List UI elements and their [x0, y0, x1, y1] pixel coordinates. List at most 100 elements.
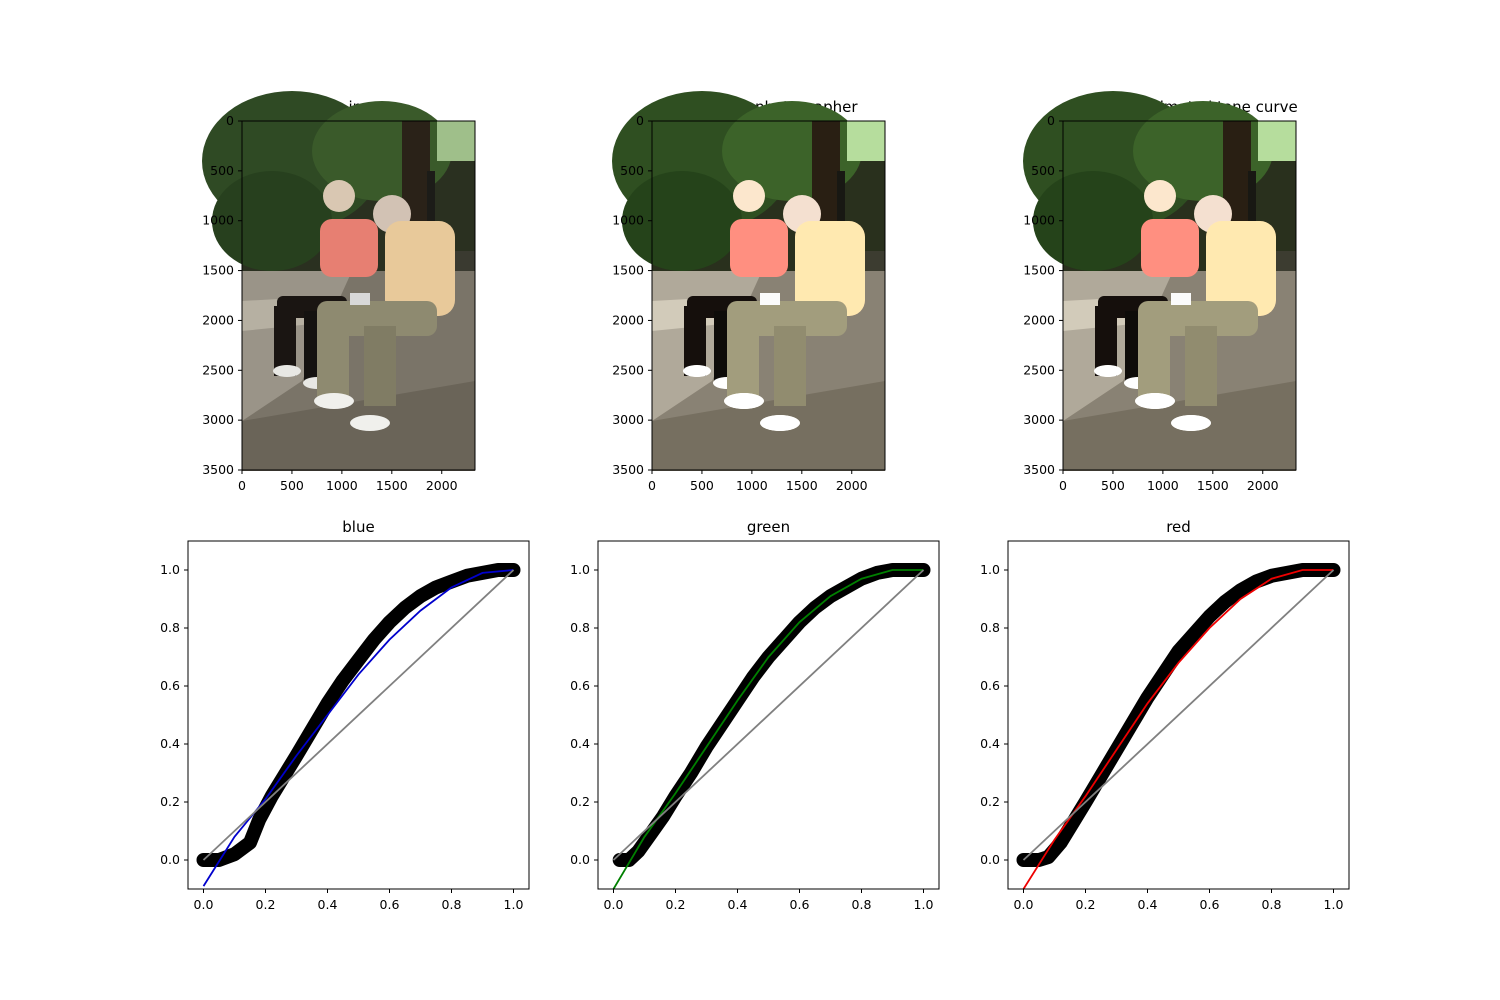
x-tick-label: 0.8 — [442, 897, 462, 912]
y-tick-label: 0.6 — [160, 678, 180, 693]
y-tick-label: 0.2 — [980, 794, 1000, 809]
scatter-point — [353, 654, 364, 665]
chart-red: red 0.0 0.2 0.4 0.6 0.8 1.0 0.0 0.2 0.4 0.6 0.8 1.0 — [980, 518, 1350, 912]
x-tick-label: 500 — [690, 478, 714, 493]
x-tick-label: 1000 — [1147, 478, 1179, 493]
y-tick-label: 0 — [636, 113, 644, 128]
axes-frame — [597, 540, 940, 890]
x-tick-label: 500 — [1101, 478, 1125, 493]
image-frame — [241, 120, 476, 471]
scatter-band — [196, 563, 521, 867]
y-tick-label: 0.8 — [570, 620, 590, 635]
x-tick-label: 0.4 — [318, 897, 338, 912]
x-tick-label: 0.6 — [790, 897, 810, 912]
x-tick-label: 0 — [1059, 478, 1067, 493]
y-tick-label: 2500 — [202, 362, 234, 377]
y-tick-label: 0.4 — [160, 736, 180, 751]
axes-frame — [187, 540, 530, 890]
photograph — [202, 91, 475, 471]
photograph — [612, 91, 885, 471]
scatter-point — [431, 582, 441, 593]
y-tick-label: 2500 — [1023, 362, 1055, 377]
x-tick-label: 1.0 — [504, 897, 524, 912]
x-tick-label: 1.0 — [1324, 897, 1344, 912]
x-tick-label: 1500 — [376, 478, 408, 493]
scatter-band — [1016, 563, 1341, 867]
x-tick-label: 0.0 — [194, 897, 214, 912]
x-tick-label: 0.8 — [1262, 897, 1282, 912]
y-tick-label: 1.0 — [570, 562, 590, 577]
y-tick-label: 1000 — [612, 213, 644, 228]
y-tick-label: 0.0 — [980, 852, 1000, 867]
chart-green: green 0.0 0.2 0.4 0.6 0.8 1.0 0.0 0.2 0.4 0.6 0.8 1.… — [570, 518, 940, 912]
y-tick-label: 3000 — [1023, 412, 1055, 427]
image-frame — [651, 120, 886, 471]
scatter-point — [229, 849, 240, 860]
scatter-point — [1055, 837, 1066, 848]
scatter-point — [322, 698, 333, 709]
scatter-point — [245, 837, 255, 848]
scatter-point — [1173, 646, 1184, 657]
y-tick-label: 0.4 — [570, 736, 590, 751]
identity-line — [202, 569, 515, 861]
scatter-point — [1096, 770, 1106, 781]
y-tick-label: 1.0 — [160, 562, 180, 577]
x-tick-label: 0.6 — [380, 897, 400, 912]
x-tick-label: 0.4 — [1138, 897, 1158, 912]
scatter-point — [1127, 718, 1137, 729]
scatter-point — [1235, 585, 1246, 596]
y-tick-label: 3500 — [1023, 462, 1055, 477]
y-tick-label: 1500 — [1023, 263, 1055, 278]
x-tick-label: 2000 — [426, 478, 458, 493]
scatter-point — [1068, 817, 1079, 828]
scatter-point — [1220, 596, 1230, 607]
x-tick-label: 2000 — [1247, 478, 1279, 493]
scatter-point — [493, 565, 503, 575]
y-tick-label: 0 — [1047, 113, 1055, 128]
image-panel-2: edited by photographer050010001500200005… — [612, 91, 886, 493]
scatter-point — [279, 770, 290, 781]
scatter-point — [1204, 611, 1215, 622]
x-tick-label: 500 — [280, 478, 304, 493]
scatter-point — [1189, 628, 1199, 639]
y-tick-label: 0.0 — [160, 852, 180, 867]
plot-area — [196, 563, 521, 887]
y-tick-label: 1000 — [1023, 213, 1055, 228]
y-tick-label: 3500 — [202, 462, 234, 477]
x-tick-label: 0.2 — [256, 897, 276, 912]
scatter-point — [254, 814, 265, 825]
chart-title: green — [747, 518, 790, 536]
x-tick-label: 0.0 — [604, 897, 624, 912]
x-tick-label: 1000 — [326, 478, 358, 493]
x-tick-label: 2000 — [836, 478, 868, 493]
scatter-point — [338, 675, 348, 686]
y-tick-label: 500 — [620, 163, 644, 178]
scatter-point — [686, 768, 696, 778]
y-tick-label: 2500 — [612, 362, 644, 377]
scatter-point — [400, 602, 410, 613]
fit-curve — [1022, 569, 1334, 889]
axes-frame — [1007, 540, 1350, 890]
y-tick-label: 1.0 — [980, 562, 1000, 577]
y-tick-label: 2000 — [1023, 312, 1055, 327]
image-panel-1: src image0500100015002000050010001500200… — [202, 91, 476, 493]
identity-line — [1022, 569, 1335, 861]
y-tick-label: 0.0 — [570, 852, 590, 867]
y-tick-label: 0.8 — [160, 620, 180, 635]
chart-blue: blue 0.0 0.2 0.4 0.6 0.8 1.0 0.0 0.2 0.4 0.6 0.8 1.0 — [160, 518, 530, 912]
x-tick-label: 0.4 — [728, 897, 748, 912]
y-tick-label: 0.2 — [570, 794, 590, 809]
identity-line — [612, 569, 925, 861]
y-tick-label: 3500 — [612, 462, 644, 477]
x-tick-label: 0.0 — [1014, 897, 1034, 912]
x-tick-label: 0.2 — [666, 897, 686, 912]
image-panel-3: edited by estimated tone curve0500100015… — [1023, 91, 1298, 493]
y-tick-label: 0.2 — [160, 794, 180, 809]
scatter-point — [415, 591, 426, 602]
y-tick-label: 500 — [1031, 163, 1055, 178]
y-tick-label: 0.4 — [980, 736, 1000, 751]
image-frame — [1062, 120, 1297, 471]
plot-area — [612, 563, 931, 889]
y-tick-label: 0 — [226, 113, 234, 128]
y-tick-label: 500 — [210, 163, 234, 178]
